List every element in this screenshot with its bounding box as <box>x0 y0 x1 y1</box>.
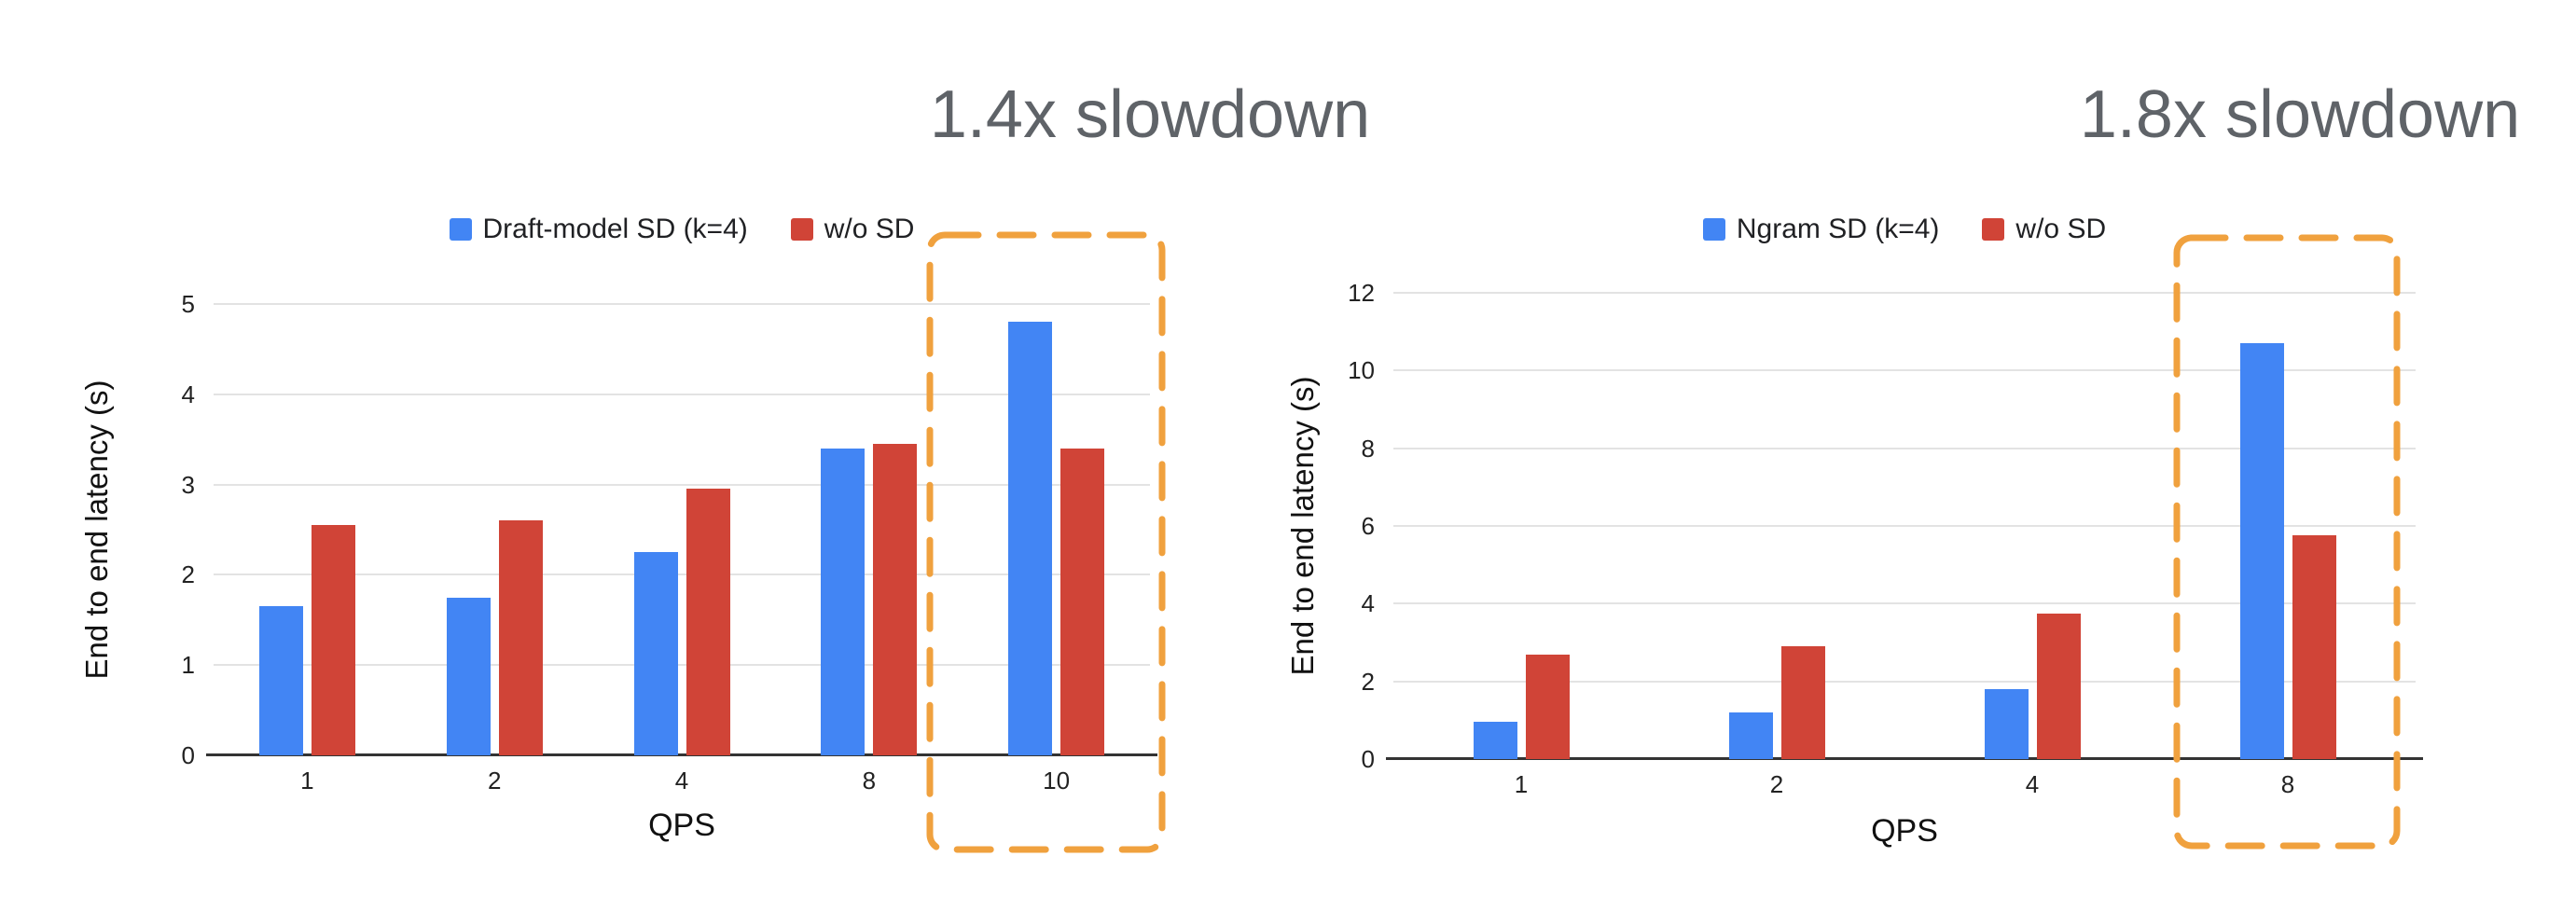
bar-draft-model-sd-k-4-qps-10 <box>1008 322 1053 755</box>
y-axis-tick-label: 8 <box>1361 434 1375 463</box>
bar-w-o-sd-qps-1 <box>311 525 355 755</box>
bar-w-o-sd-qps-4 <box>2036 613 2081 759</box>
legend-swatch <box>790 218 813 241</box>
x-axis-title-right: QPS <box>1871 813 1938 849</box>
bar-draft-model-sd-k-4-qps-2 <box>446 597 491 755</box>
slowdown-annotation-left: 1.4x slowdown <box>929 77 1371 152</box>
legend-label: w/o SD <box>824 214 915 244</box>
y-axis-tick-label: 0 <box>1361 745 1375 773</box>
y-axis-tick-label: 0 <box>181 741 195 769</box>
y-axis-tick-label: 3 <box>181 470 195 499</box>
highlight-box-left <box>926 231 1166 853</box>
bar-ngram-sd-k-4-qps-1 <box>1473 722 1517 759</box>
bar-w-o-sd-qps-2 <box>1780 646 1825 759</box>
x-axis-tick-label: 4 <box>674 767 689 795</box>
bar-w-o-sd-qps-4 <box>686 489 730 755</box>
y-axis-tick-label: 4 <box>181 380 195 408</box>
highlight-rect-left <box>926 231 1166 853</box>
y-axis-tick-label: 2 <box>1361 667 1375 696</box>
legend-label: Ngram SD (k=4) <box>1736 214 1940 244</box>
bar-w-o-sd-qps-8 <box>2292 535 2336 759</box>
x-axis-line <box>1386 757 2423 760</box>
y-axis-tick-label: 5 <box>181 290 195 318</box>
x-axis-title-left: QPS <box>648 808 715 843</box>
legend-item: w/o SD <box>790 214 915 245</box>
gridline <box>214 483 1150 486</box>
legend-label: w/o SD <box>2015 214 2107 244</box>
gridline <box>214 573 1150 576</box>
x-axis-tick-label: 10 <box>1043 767 1071 795</box>
plot-area-left: 0 1 2 3 4 5 1 2 4 8 10 <box>182 290 1157 795</box>
legend-item: Draft-model SD (k=4) <box>449 214 748 245</box>
highlight-rect-right <box>2173 234 2401 850</box>
y-axis-tick-label: 4 <box>1361 589 1375 618</box>
highlight-box-right <box>2173 234 2401 850</box>
gridline <box>1393 447 2416 449</box>
legend-swatch <box>449 218 472 241</box>
x-axis-tick-label: 8 <box>862 767 877 795</box>
bar-draft-model-sd-k-4-qps-8 <box>821 448 866 755</box>
x-axis-line <box>206 753 1157 756</box>
gridline <box>214 393 1150 395</box>
gridline <box>1393 292 2416 294</box>
legend-swatch <box>1702 218 1725 241</box>
chart-legend-right: Ngram SD (k=4) w/o SD <box>1393 213 2416 246</box>
bar-w-o-sd-qps-1 <box>1525 654 1570 759</box>
y-axis-title-right: End to end latency (s) <box>1285 376 1320 676</box>
y-axis-tick-label: 2 <box>181 560 195 589</box>
plot-area-right: 0 2 4 6 8 10 12 1 2 4 8 <box>1348 279 2423 798</box>
gridline <box>214 303 1150 305</box>
y-axis-tick-label: 10 <box>1348 356 1375 385</box>
x-axis-tick-label: 8 <box>2280 770 2295 798</box>
y-axis-tick-label: 1 <box>181 651 195 680</box>
legend-label: Draft-model SD (k=4) <box>482 214 748 244</box>
bar-ngram-sd-k-4-qps-8 <box>2239 343 2284 759</box>
gridline <box>1393 602 2416 605</box>
gridline <box>1393 369 2416 372</box>
bar-draft-model-sd-k-4-qps-4 <box>633 552 678 755</box>
slowdown-annotation-right: 1.8x slowdown <box>2079 77 2521 152</box>
bar-ngram-sd-k-4-qps-2 <box>1728 712 1773 759</box>
bar-w-o-sd-qps-8 <box>873 444 918 755</box>
x-axis-tick-label: 1 <box>300 767 314 795</box>
x-axis-tick-label: 2 <box>1769 770 1784 798</box>
legend-item: Ngram SD (k=4) <box>1702 214 1940 245</box>
x-axis-tick-label: 1 <box>1514 770 1529 798</box>
bar-w-o-sd-qps-10 <box>1060 448 1105 755</box>
bar-draft-model-sd-k-4-qps-1 <box>258 606 303 755</box>
x-axis-tick-label: 2 <box>487 767 502 795</box>
bar-ngram-sd-k-4-qps-4 <box>1984 689 2029 759</box>
x-axis-tick-label: 4 <box>2025 770 2040 798</box>
chart-legend-left: Draft-model SD (k=4) w/o SD <box>214 213 1150 246</box>
y-axis-tick-label: 6 <box>1361 512 1375 540</box>
gridline <box>1393 525 2416 527</box>
gridline <box>1393 680 2416 683</box>
y-axis-title-left: End to end latency (s) <box>79 380 114 680</box>
legend-swatch <box>1982 218 2005 241</box>
y-axis-tick-label: 12 <box>1348 279 1375 307</box>
gridline <box>214 664 1150 667</box>
bar-w-o-sd-qps-2 <box>498 520 543 755</box>
legend-item: w/o SD <box>1982 214 2106 245</box>
